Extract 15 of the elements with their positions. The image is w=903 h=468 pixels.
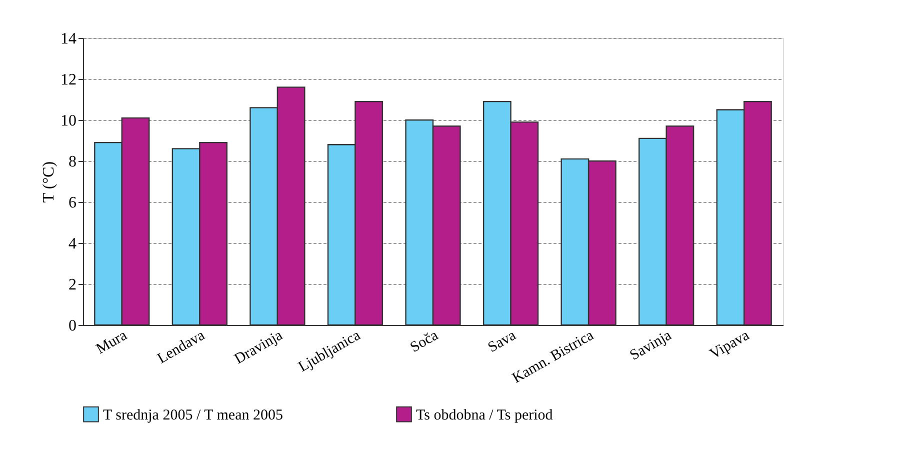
x-tick-label: Soča bbox=[408, 327, 442, 356]
y-axis-title: T (°C) bbox=[40, 161, 58, 203]
x-tick-label: Mura bbox=[94, 327, 130, 358]
x-tick-label: Vipava bbox=[707, 327, 752, 363]
legend-label: T srednja 2005 / T mean 2005 bbox=[103, 407, 283, 424]
y-tick-label: 0 bbox=[68, 318, 76, 334]
y-tick-label: 10 bbox=[60, 112, 76, 130]
y-tick-label: 2 bbox=[68, 276, 76, 294]
y-tick-label: 6 bbox=[68, 194, 76, 212]
y-tick-label: 4 bbox=[68, 236, 76, 252]
y-tick-label: 8 bbox=[68, 154, 76, 170]
legend-label: Ts obdobna / Ts period bbox=[416, 407, 554, 424]
y-tick-label: 14 bbox=[60, 30, 76, 48]
x-tick-label: Sava bbox=[486, 327, 520, 356]
y-tick-label: 12 bbox=[60, 72, 76, 88]
